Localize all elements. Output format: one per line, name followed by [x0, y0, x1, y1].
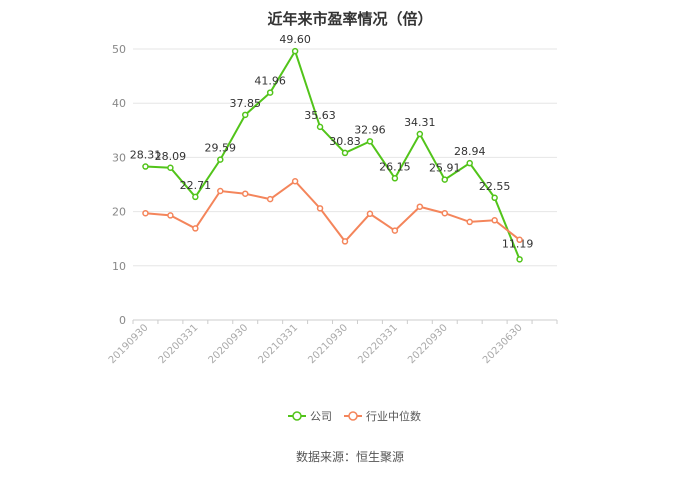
- data-point: [416, 203, 424, 210]
- data-point: [466, 159, 473, 167]
- series-line: [145, 179, 521, 243]
- data-point: [291, 47, 299, 55]
- data-label: 35.63: [304, 109, 336, 122]
- data-point: [167, 212, 174, 219]
- y-tick-label: 30: [112, 151, 126, 164]
- data-point: [341, 149, 349, 157]
- data-label: 25.91: [429, 162, 461, 175]
- data-point: [217, 187, 224, 195]
- legend-swatch-marker: [292, 411, 302, 421]
- data-point: [316, 123, 324, 131]
- y-tick-label: 10: [112, 260, 126, 273]
- x-tick-label: 20200930: [207, 322, 251, 366]
- data-point: [466, 218, 473, 226]
- data-label: 28.94: [454, 145, 486, 158]
- data-label: 49.60: [279, 33, 311, 46]
- data-point: [266, 195, 274, 203]
- y-tick-label: 50: [112, 43, 126, 56]
- data-point: [516, 236, 523, 244]
- data-point: [441, 209, 449, 217]
- data-label: 11.19: [502, 237, 534, 250]
- data-label: 37.85: [229, 97, 261, 110]
- x-tick-label: 20220331: [356, 322, 400, 366]
- data-label: 41.96: [254, 75, 286, 88]
- data-label: 22.71: [180, 179, 212, 192]
- data-label: 28.09: [155, 150, 187, 163]
- data-point: [217, 156, 224, 163]
- data-point: [491, 217, 498, 224]
- data-label: 26.15: [379, 160, 411, 173]
- data-point: [516, 256, 523, 263]
- data-point: [316, 205, 324, 212]
- data-point: [192, 193, 199, 201]
- data-point: [366, 138, 374, 145]
- x-tick-label: 20210930: [306, 322, 350, 366]
- data-point: [241, 190, 249, 197]
- data-point: [391, 175, 399, 182]
- data-point: [366, 210, 374, 218]
- x-tick-label: 20190930: [107, 322, 151, 366]
- series-line: [145, 48, 521, 260]
- data-point: [416, 130, 424, 138]
- data-point: [491, 194, 498, 202]
- data-point: [266, 89, 274, 96]
- data-point: [291, 177, 299, 185]
- data-label: 32.96: [354, 123, 386, 136]
- x-tick-label: 20230630: [481, 322, 525, 366]
- legend-label: 公司: [310, 410, 332, 423]
- data-label: 28.31: [130, 149, 162, 162]
- data-point: [391, 227, 399, 234]
- x-tick-label: 20200331: [157, 322, 201, 366]
- y-tick-label: 40: [112, 97, 126, 110]
- chart-title: 近年来市盈率情况（倍）: [267, 10, 433, 28]
- data-point: [441, 176, 449, 183]
- data-point: [142, 163, 149, 170]
- data-point: [167, 164, 174, 172]
- legend-swatch-marker: [348, 411, 358, 421]
- data-label: 22.55: [479, 180, 511, 193]
- x-tick-label: 20210331: [256, 322, 300, 366]
- data-point: [341, 238, 349, 245]
- data-label: 30.83: [329, 135, 361, 148]
- data-point: [192, 225, 199, 232]
- data-point: [142, 209, 149, 217]
- data-label: 34.31: [404, 116, 436, 129]
- y-tick-label: 0: [119, 314, 126, 327]
- data-source: 数据来源：恒生聚源: [295, 450, 404, 464]
- x-tick-label: 20220930: [406, 322, 450, 366]
- data-point: [241, 111, 249, 119]
- data-label: 29.59: [205, 142, 237, 155]
- y-tick-label: 20: [112, 206, 126, 219]
- legend-label: 行业中位数: [366, 409, 421, 423]
